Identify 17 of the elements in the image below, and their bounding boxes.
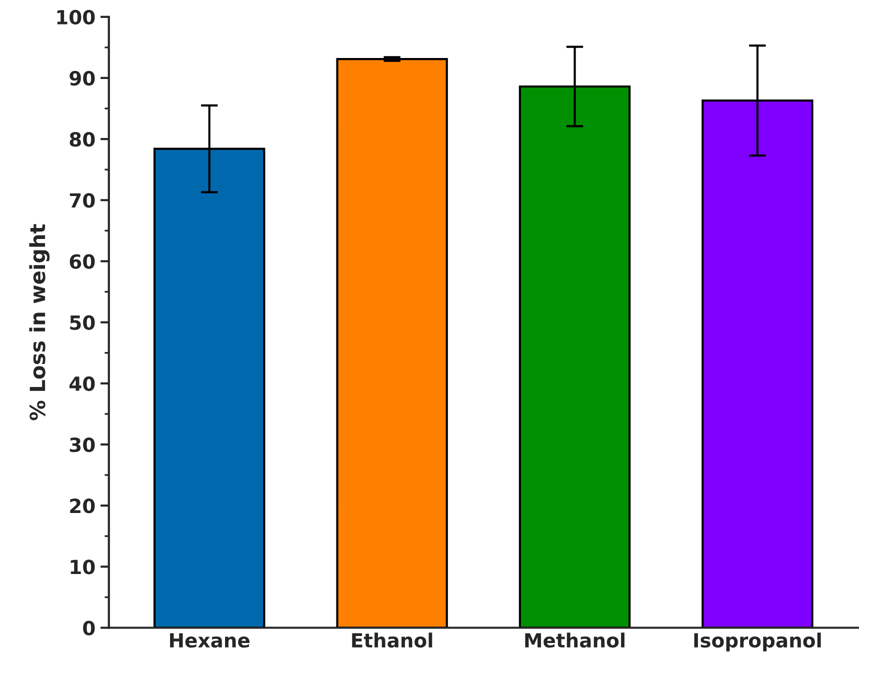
x-tick-label: Ethanol: [352, 632, 432, 648]
x-tick-label: Isopropanol: [694, 632, 821, 652]
bar: [336, 58, 448, 628]
y-tick-label: 70: [70, 193, 95, 208]
y-tick-label: 30: [70, 437, 95, 452]
y-tick-label: 0: [83, 620, 95, 636]
y-tick-label: 100: [57, 10, 95, 25]
y-tick-label: 80: [70, 132, 95, 147]
y-tick-label: 40: [69, 376, 95, 392]
y-tick-label: 50: [70, 315, 95, 330]
y-tick-label: 60: [70, 254, 95, 269]
y-axis-title: % Loss in weight: [29, 224, 50, 420]
y-tick-label: 90: [70, 70, 95, 86]
x-tick-label: Hexane: [170, 633, 250, 648]
x-tick-label: Methanol: [525, 632, 624, 648]
y-tick-label: 10: [70, 560, 95, 574]
y-tick-label: 20: [70, 498, 95, 514]
